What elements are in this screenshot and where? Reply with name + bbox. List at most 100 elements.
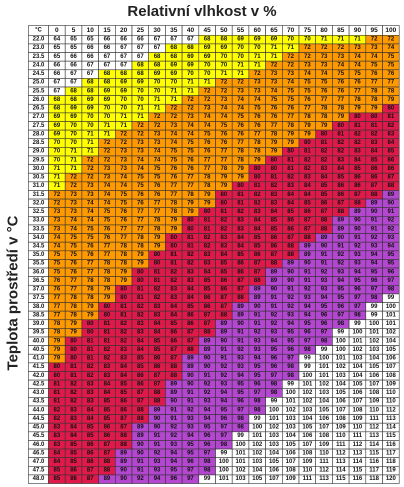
cell-value-label: 90: [170, 399, 177, 405]
cell-value-label: 101: [236, 450, 247, 456]
cell-value-label: 93: [187, 425, 194, 431]
cell-value-label: 81: [54, 390, 61, 396]
cell-value-label: 74: [104, 183, 111, 189]
cell-value-label: 84: [137, 347, 144, 353]
cell-value-label: 80: [271, 157, 278, 163]
cell-value-label: 76: [137, 200, 144, 206]
column-header-label: 20: [120, 27, 128, 34]
cell-value-label: 68: [104, 80, 111, 86]
row-header-label: 47.0: [33, 459, 45, 465]
cell-value-label: 82: [337, 140, 344, 146]
cell-value-label: 107: [352, 399, 363, 405]
cell-value-label: 77: [154, 200, 161, 206]
cell-value-label: 75: [154, 175, 161, 181]
cell-value-label: 95: [371, 269, 378, 275]
cell-value-label: 87: [337, 200, 344, 206]
cell-value-label: 91: [354, 235, 361, 241]
cell-value-label: 72: [287, 54, 294, 60]
cell-value-label: 72: [221, 80, 228, 86]
cell-value-label: 79: [104, 295, 111, 301]
y-axis-label-wrapper: Teplota prostředí v °C: [1, 0, 25, 487]
cell-value-label: 69: [87, 97, 94, 103]
cell-value-label: 76: [54, 278, 61, 284]
cell-value-label: 79: [170, 226, 177, 232]
cell-value-label: 81: [204, 226, 211, 232]
cell-value-label: 91: [154, 433, 161, 439]
cell-value-label: 91: [204, 373, 211, 379]
cell-value-label: 105: [336, 390, 347, 396]
cell-value-label: 78: [54, 321, 61, 327]
row-header-label: 28.5: [33, 140, 45, 146]
cell-value-label: 115: [369, 450, 379, 456]
cell-value-label: 93: [371, 243, 378, 249]
cell-value-label: 72: [54, 192, 61, 198]
cell-value-label: 77: [87, 269, 94, 275]
cell-value-label: 72: [154, 114, 161, 120]
cell-value-label: 90: [221, 338, 228, 344]
cell-value-label: 70: [70, 140, 77, 146]
cell-value-label: 71: [54, 166, 61, 172]
cell-value-label: 93: [254, 347, 261, 353]
cell-value-label: 95: [354, 278, 361, 284]
cell-value-label: 74: [104, 200, 111, 206]
cell-value-label: 69: [170, 62, 177, 68]
cell-value-label: 115: [386, 433, 396, 439]
cell-value-label: 109: [369, 399, 380, 405]
cell-value-label: 101: [219, 476, 230, 482]
cell-value-label: 84: [371, 149, 378, 155]
cell-value-label: 101: [369, 330, 380, 336]
cell-value-label: 85: [70, 442, 77, 448]
cell-value-label: 70: [204, 62, 211, 68]
cell-value-label: 79: [304, 123, 311, 129]
cell-value-label: 68: [154, 62, 161, 68]
cell-value-label: 107: [302, 442, 313, 448]
cell-value-label: 75: [70, 243, 77, 249]
cell-value-label: 105: [386, 347, 397, 353]
cell-value-label: 84: [137, 338, 144, 344]
cell-value-label: 84: [388, 140, 395, 146]
cell-value-label: 89: [371, 200, 378, 206]
cell-value-label: 65: [54, 54, 61, 60]
cell-value-label: 86: [120, 407, 127, 413]
cell-value-label: 78: [87, 287, 94, 293]
cell-value-label: 68: [104, 71, 111, 77]
cell-value-label: 100: [302, 373, 313, 379]
cell-value-label: 77: [54, 304, 61, 310]
cell-value-label: 70: [87, 114, 94, 120]
cell-value-label: 66: [120, 37, 127, 43]
cell-value-label: 108: [319, 433, 330, 439]
cell-value-label: 93: [237, 364, 244, 370]
cell-value-label: 69: [104, 97, 111, 103]
cell-value-label: 102: [252, 442, 263, 448]
cell-value-label: 106: [286, 450, 297, 456]
cell-value-label: 79: [87, 304, 94, 310]
cell-value-label: 89: [204, 338, 211, 344]
cell-value-label: 78: [137, 235, 144, 241]
cell-value-label: 81: [54, 399, 61, 405]
cell-value-label: 79: [287, 140, 294, 146]
cell-value-label: 89: [271, 278, 278, 284]
column-header-label: 90: [354, 27, 362, 34]
cell-value-label: 88: [104, 459, 111, 465]
cell-value-label: 89: [337, 226, 344, 232]
cell-value-label: 72: [154, 123, 161, 129]
cell-value-label: 85: [54, 476, 61, 482]
cell-value-label: 104: [369, 356, 380, 362]
cell-value-label: 74: [154, 157, 161, 163]
cell-value-label: 88: [154, 399, 161, 405]
cell-value-label: 78: [204, 183, 211, 189]
cell-value-label: 80: [204, 209, 211, 215]
cell-value-label: 90: [237, 321, 244, 327]
cell-value-label: 78: [321, 114, 328, 120]
cell-value-label: 98: [304, 347, 311, 353]
cell-value-label: 87: [187, 338, 194, 344]
cell-value-label: 82: [137, 312, 144, 318]
cell-value-label: 120: [386, 476, 397, 482]
cell-value-label: 117: [369, 468, 379, 474]
cell-value-label: 74: [104, 192, 111, 198]
cell-value-label: 94: [170, 459, 177, 465]
cell-value-label: 79: [54, 347, 61, 353]
cell-value-label: 86: [120, 399, 127, 405]
cell-value-label: 71: [54, 183, 61, 189]
cell-value-label: 99: [354, 321, 361, 327]
